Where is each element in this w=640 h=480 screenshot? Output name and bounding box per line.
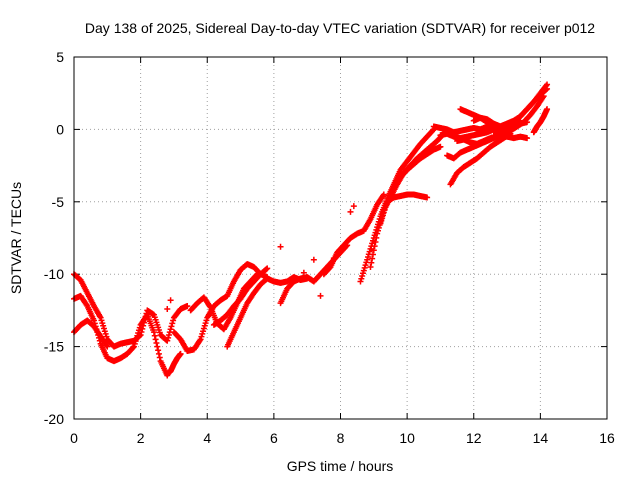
y-tick-label: -15 [44, 339, 64, 355]
x-tick-label: 2 [137, 430, 145, 446]
data-point [371, 243, 378, 250]
data-point [368, 259, 375, 266]
tick-labels: 0 2 4 6 8 10 12 14 16 5 0 -5 -10 -15 -20 [44, 49, 615, 446]
x-tick-label: 14 [533, 430, 549, 446]
data-point [369, 255, 376, 262]
x-tick-label: 10 [399, 430, 415, 446]
data-point [156, 354, 163, 361]
data-point [164, 305, 171, 312]
data-point [370, 247, 377, 254]
data-point [168, 323, 175, 330]
data-point [300, 269, 307, 276]
data-point [367, 263, 374, 270]
y-tick-label: -10 [44, 266, 64, 282]
data-point [153, 339, 160, 346]
data-point [277, 243, 284, 250]
data-point [165, 332, 172, 339]
x-tick-label: 4 [203, 430, 211, 446]
chart-title: Day 138 of 2025, Sidereal Day-to-day VTE… [85, 20, 595, 36]
data-point [375, 224, 382, 231]
data-point [155, 347, 162, 354]
data-point [347, 208, 354, 215]
data-point [164, 337, 171, 344]
data-point [169, 320, 176, 327]
x-tick-label: 6 [270, 430, 278, 446]
data-point [264, 265, 271, 272]
x-tick-label: 8 [337, 430, 345, 446]
data-point [170, 317, 177, 324]
data-points [71, 81, 551, 379]
data-point [167, 297, 174, 304]
data-point [167, 326, 174, 333]
data-point [369, 251, 376, 258]
x-tick-label: 12 [466, 430, 482, 446]
y-tick-label: -5 [52, 194, 65, 210]
data-point [372, 238, 379, 245]
data-point [310, 256, 317, 263]
data-point [165, 334, 172, 341]
data-point [184, 303, 191, 310]
plot-frame [73, 56, 608, 420]
data-point [350, 203, 357, 210]
data-point [317, 292, 324, 299]
x-tick-label: 16 [599, 430, 615, 446]
y-axis-label: SDTVAR / TECUs [8, 182, 24, 294]
data-point [152, 336, 159, 343]
data-point [429, 127, 436, 134]
x-tick-label: 0 [70, 430, 78, 446]
data-point [154, 343, 161, 350]
data-point [90, 317, 97, 324]
data-point [151, 332, 158, 339]
data-point [543, 82, 550, 89]
data-point [150, 329, 157, 336]
y-tick-label: -20 [44, 411, 64, 427]
data-point [130, 344, 137, 351]
data-point [424, 194, 431, 201]
x-axis-label: GPS time / hours [287, 458, 394, 474]
data-point [177, 350, 184, 357]
y-tick-label: 5 [56, 49, 64, 65]
data-point [330, 255, 337, 262]
data-point [155, 350, 162, 357]
data-point [544, 106, 551, 113]
data-point [524, 135, 531, 142]
y-tick-label: 0 [56, 121, 64, 137]
data-point [104, 343, 111, 350]
data-point [373, 234, 380, 241]
data-point [437, 143, 444, 150]
data-point [544, 81, 551, 88]
data-point [374, 227, 381, 234]
data-point [374, 230, 381, 237]
